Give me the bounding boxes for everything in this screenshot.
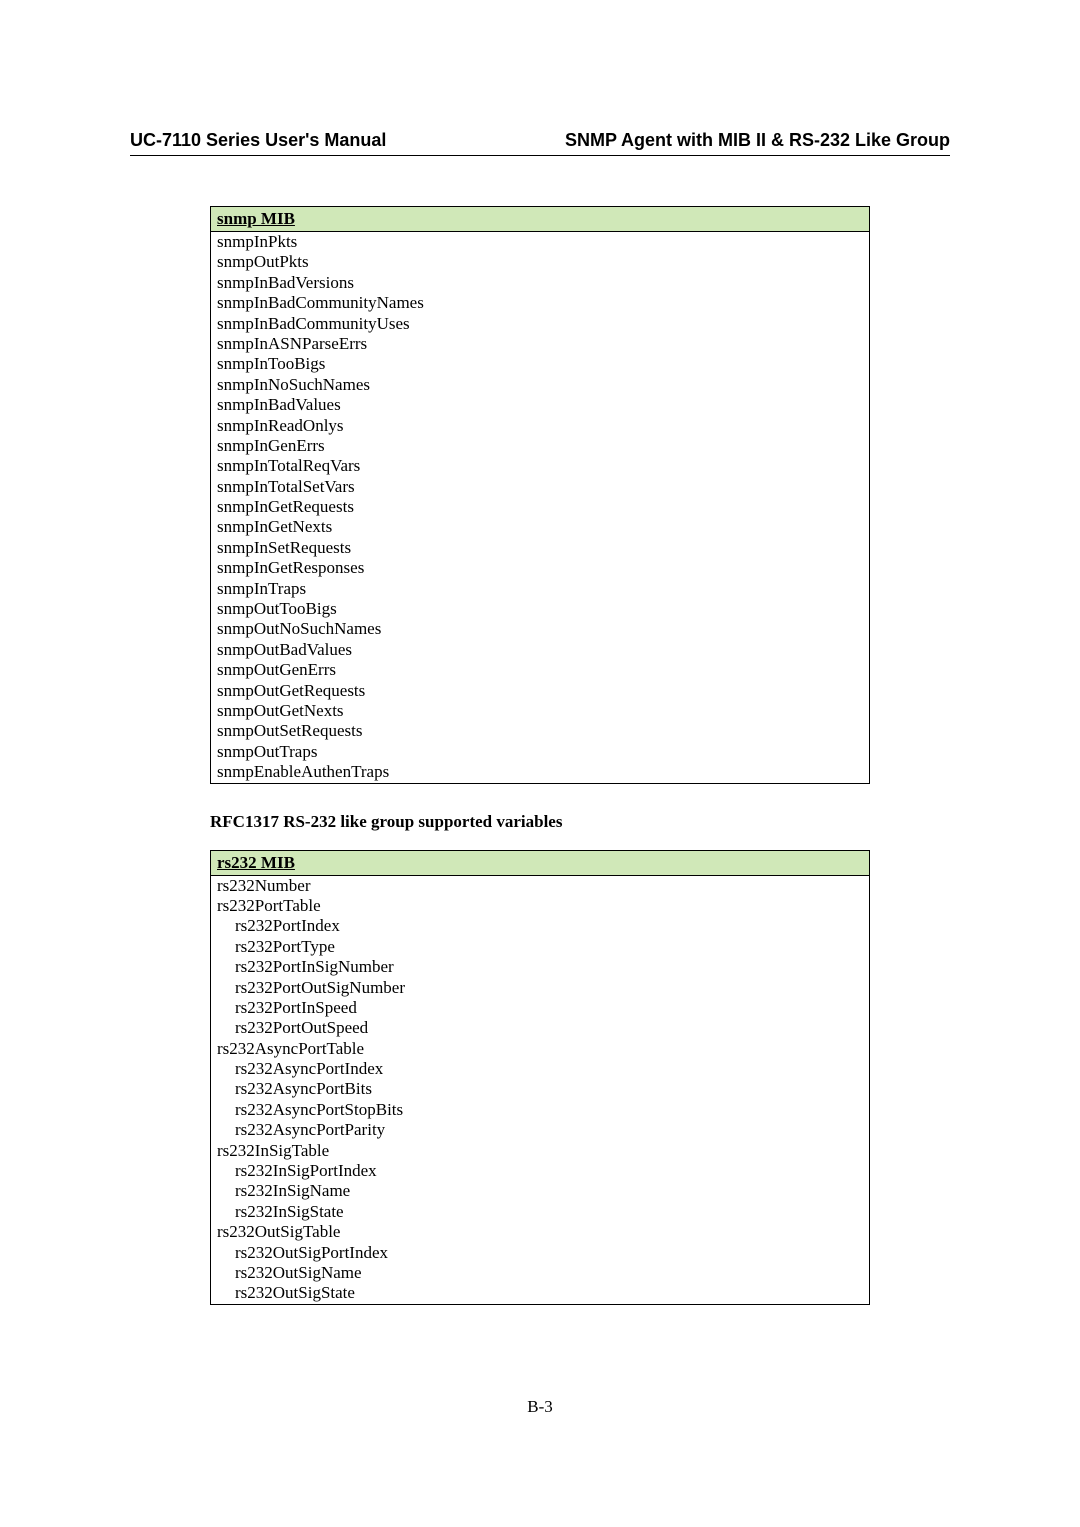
snmp-mib-row: snmpInTotalSetVars [211,477,870,497]
rs232-mib-row: rs232PortInSigNumber [211,957,870,977]
rs232-mib-row: rs232InSigTable [211,1141,870,1161]
snmp-mib-table: snmp MIB snmpInPktssnmpOutPktssnmpInBadV… [210,206,870,784]
snmp-mib-row: snmpInReadOnlys [211,416,870,436]
snmp-mib-header: snmp MIB [211,207,870,232]
snmp-mib-row: snmpInGetRequests [211,497,870,517]
snmp-mib-row: snmpOutTooBigs [211,599,870,619]
snmp-mib-row: snmpEnableAuthenTraps [211,762,870,783]
header-left: UC-7110 Series User's Manual [130,130,386,151]
snmp-mib-row: snmpInBadCommunityNames [211,293,870,313]
rs232-mib-row: rs232InSigPortIndex [211,1161,870,1181]
snmp-mib-row: snmpInBadCommunityUses [211,314,870,334]
rs232-mib-row: rs232PortTable [211,896,870,916]
rs232-mib-row: rs232AsyncPortTable [211,1039,870,1059]
snmp-mib-row: snmpInPkts [211,232,870,253]
rs232-mib-row: rs232InSigState [211,1202,870,1222]
snmp-mib-row: snmpOutGetNexts [211,701,870,721]
rs232-mib-table: rs232 MIB rs232Numberrs232PortTablers232… [210,850,870,1305]
snmp-mib-row: snmpInASNParseErrs [211,334,870,354]
rs232-mib-row: rs232OutSigName [211,1263,870,1283]
rs232-mib-row: rs232InSigName [211,1181,870,1201]
rs232-mib-row: rs232PortInSpeed [211,998,870,1018]
snmp-mib-row: snmpInTooBigs [211,354,870,374]
rs232-mib-header: rs232 MIB [211,850,870,875]
snmp-mib-row: snmpInTraps [211,579,870,599]
rs232-mib-row: rs232AsyncPortIndex [211,1059,870,1079]
snmp-mib-row: snmpInBadValues [211,395,870,415]
content-area: snmp MIB snmpInPktssnmpOutPktssnmpInBadV… [210,206,870,1305]
snmp-mib-row: snmpInNoSuchNames [211,375,870,395]
snmp-mib-row: snmpOutNoSuchNames [211,619,870,639]
page: UC-7110 Series User's Manual SNMP Agent … [0,0,1080,1527]
snmp-mib-row: snmpInGenErrs [211,436,870,456]
rs232-mib-row: rs232OutSigState [211,1283,870,1304]
rs232-mib-row: rs232AsyncPortParity [211,1120,870,1140]
snmp-mib-row: snmpInGetNexts [211,517,870,537]
snmp-mib-row: snmpInBadVersions [211,273,870,293]
rs232-mib-row: rs232AsyncPortStopBits [211,1100,870,1120]
page-header: UC-7110 Series User's Manual SNMP Agent … [130,130,950,156]
rs232-mib-row: rs232PortOutSpeed [211,1018,870,1038]
rs232-mib-row: rs232PortOutSigNumber [211,978,870,998]
snmp-mib-row: snmpOutTraps [211,742,870,762]
snmp-mib-row: snmpInTotalReqVars [211,456,870,476]
snmp-mib-row: snmpOutBadValues [211,640,870,660]
snmp-mib-row: snmpOutPkts [211,252,870,272]
snmp-mib-row: snmpOutGenErrs [211,660,870,680]
rs232-mib-body: rs232Numberrs232PortTablers232PortIndexr… [211,875,870,1304]
snmp-mib-row: snmpOutGetRequests [211,681,870,701]
snmp-mib-row: snmpOutSetRequests [211,721,870,741]
snmp-mib-row: snmpInGetResponses [211,558,870,578]
rs232-mib-row: rs232PortType [211,937,870,957]
header-right: SNMP Agent with MIB II & RS-232 Like Gro… [565,130,950,151]
rs232-mib-row: rs232Number [211,875,870,896]
rs232-mib-row: rs232OutSigPortIndex [211,1243,870,1263]
rs232-mib-row: rs232AsyncPortBits [211,1079,870,1099]
rs232-mib-row: rs232OutSigTable [211,1222,870,1242]
page-number: B-3 [527,1397,553,1417]
snmp-mib-body: snmpInPktssnmpOutPktssnmpInBadVersionssn… [211,232,870,784]
rs232-mib-row: rs232PortIndex [211,916,870,936]
snmp-mib-row: snmpInSetRequests [211,538,870,558]
section-title: RFC1317 RS-232 like group supported vari… [210,812,870,832]
